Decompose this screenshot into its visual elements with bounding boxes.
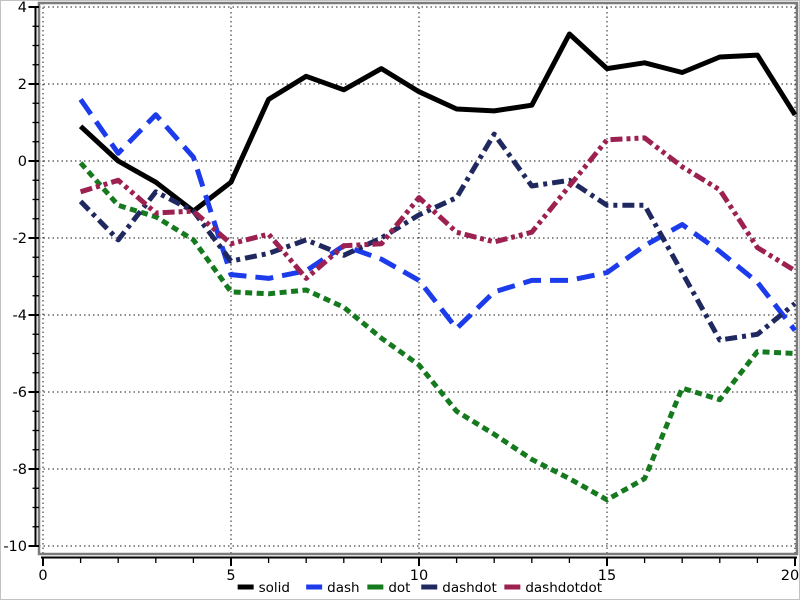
y-tick-label: -4 [13,308,27,324]
series-line-dashdotdot [79,135,797,281]
legend-key-solid-icon [237,584,254,590]
legend-item-dashdotdot: dashdotdot [504,580,602,596]
legend-key-dashdotdot-icon [504,584,521,590]
y-tick-label: 2 [18,77,27,93]
legend-key-dash-icon [306,584,323,590]
y-tick-label: 4 [18,1,27,16]
legend-label: solid [259,580,290,596]
plot-border [37,1,799,556]
legend-label: dash [327,580,359,596]
series-lines [78,31,798,503]
x-tick-label: 10 [410,568,428,584]
y-tick-label: -10 [3,539,27,555]
legend-label: dashdotdot [525,580,602,596]
x-axis: 0 5 10 15 20 [38,556,799,584]
y-tick-label: -8 [13,462,27,478]
y-tick-label: -2 [13,231,27,247]
legend-key-dot-icon [367,584,384,590]
legend-item-dot: dot [367,580,410,596]
gridlines [39,3,797,554]
legend-item-dashdot: dashdot [421,580,497,596]
y-tick-label: 0 [18,154,27,170]
series-line-solid [78,31,798,214]
legend-label: dashdot [442,580,497,596]
x-tick-label: 20 [781,568,799,584]
legend: solid dash dot dashdot dashdotdot [237,580,602,596]
legend-item-solid: solid [237,580,290,596]
series-line-dashdot [78,131,797,343]
series-line-dot [78,161,796,503]
x-tick-label: 15 [598,568,616,584]
series-line-dash [78,97,797,332]
legend-key-dashdot-icon [421,584,438,590]
x-tick-label: 0 [38,568,47,584]
y-tick-label: -6 [13,385,27,401]
legend-item-dash: dash [306,580,360,596]
x-tick-label: 5 [226,568,235,584]
y-axis: 4 2 0 -2 -4 -6 -8 -10 [3,1,39,555]
legend-label: dot [388,580,410,596]
